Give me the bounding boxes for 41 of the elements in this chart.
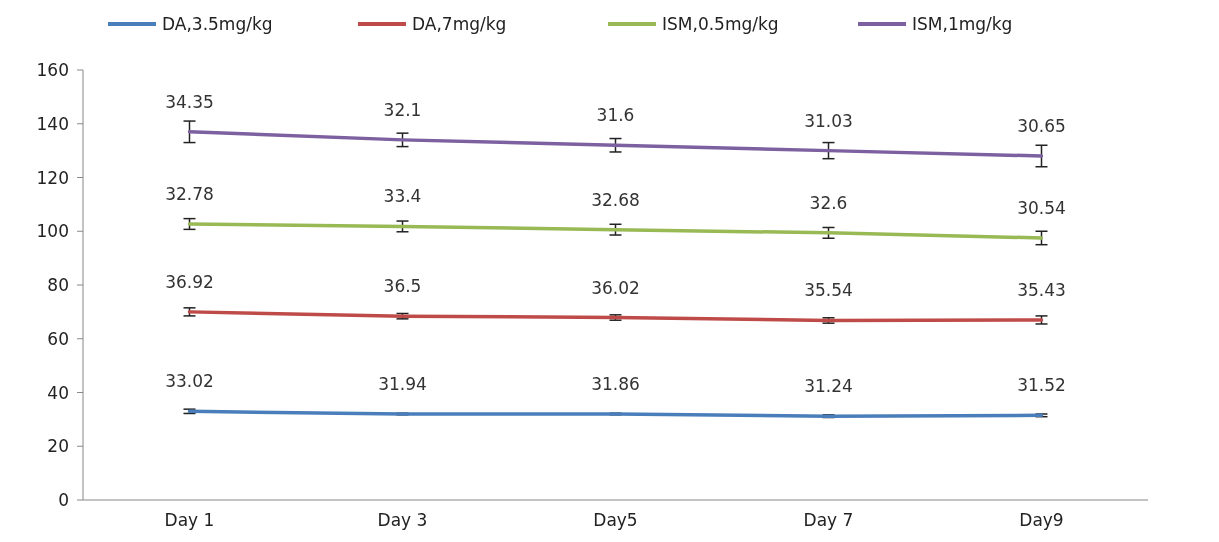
annotation: 32.6 — [809, 192, 848, 213]
y-tick-label: 0 — [58, 490, 69, 510]
y-tick-label: 80 — [47, 275, 69, 295]
annotation: 31.03 — [804, 110, 853, 131]
annotation: 35.54 — [804, 280, 853, 301]
annotation: 32.68 — [591, 189, 640, 210]
x-tick-label: Day5 — [593, 510, 638, 530]
x-tick-label: Day 7 — [803, 510, 854, 530]
y-tick-label: 100 — [36, 221, 69, 242]
y-tick-label: 160 — [36, 60, 69, 80]
x-tick-label: Day 3 — [377, 510, 428, 530]
annotation: 31.24 — [804, 376, 853, 397]
line-series — [187, 310, 1044, 323]
annotation: 36.5 — [383, 276, 422, 297]
annotation: 34.35 — [165, 91, 214, 112]
annotation: 30.54 — [1017, 197, 1066, 218]
y-tick-label: 140 — [36, 113, 69, 134]
annotation: 36.92 — [165, 271, 214, 292]
annotation: 33.02 — [165, 371, 214, 392]
x-tick-label: Day 1 — [164, 510, 215, 530]
annotation: 31.94 — [378, 374, 427, 394]
annotation: 35.43 — [1017, 279, 1066, 300]
y-tick-label: 120 — [36, 167, 69, 188]
annotation: 32.1 — [383, 99, 422, 120]
annotation: 31.52 — [1017, 375, 1066, 396]
y-tick-label: 60 — [47, 328, 69, 349]
x-tick-label: Day9 — [1019, 510, 1064, 530]
legend-label: ISM,1mg/kg — [912, 14, 1013, 34]
y-tick-label: 20 — [47, 436, 69, 457]
annotation: 31.6 — [596, 105, 635, 126]
annotation: 31.86 — [591, 374, 640, 394]
line-series — [187, 222, 1044, 240]
line-series — [187, 130, 1044, 158]
annotation: 33.4 — [383, 186, 422, 207]
legend-label: DA,3.5mg/kg — [162, 14, 273, 34]
annotation: 30.65 — [1017, 116, 1066, 136]
y-tick-label: 40 — [47, 382, 69, 403]
annotation: 32.78 — [165, 183, 214, 204]
annotation: 36.02 — [591, 277, 640, 298]
legend-label: DA,7mg/kg — [412, 14, 507, 34]
legend-label: ISM,0.5mg/kg — [662, 14, 779, 34]
